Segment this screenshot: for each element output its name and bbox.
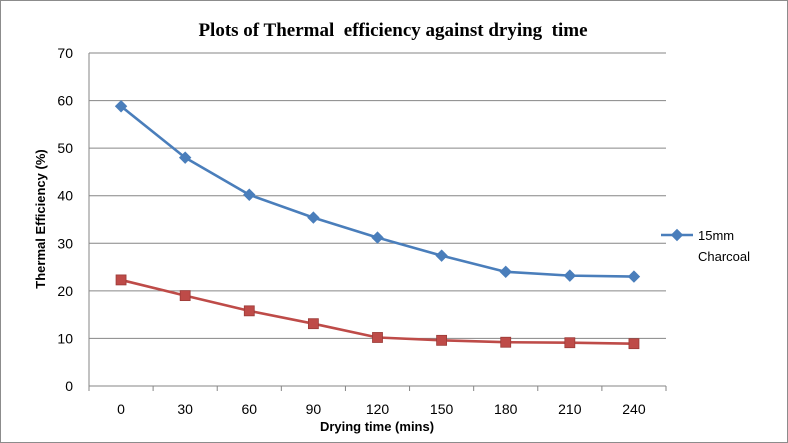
legend-item: 15mm Charcoal — [661, 228, 750, 264]
x-tick-label: 180 — [494, 401, 518, 417]
legend-marker — [670, 228, 684, 242]
x-tick-label: 120 — [366, 401, 390, 417]
x-tick-label: 240 — [622, 401, 646, 417]
y-tick-label: 10 — [57, 330, 73, 346]
y-tick-label: 20 — [57, 283, 73, 299]
data-point — [435, 249, 448, 262]
data-point — [627, 270, 641, 283]
data-point — [371, 231, 384, 244]
data-point — [243, 188, 256, 201]
y-tick-label: 40 — [57, 188, 73, 204]
data-point — [243, 305, 255, 317]
x-tick-label: 60 — [241, 401, 257, 417]
y-tick-label: 0 — [65, 378, 73, 394]
legend-label: 15mm — [698, 228, 734, 243]
data-point — [564, 337, 576, 349]
data-point — [307, 318, 319, 330]
data-point — [114, 100, 128, 113]
data-point — [436, 334, 448, 346]
chart-title: Plots of Thermal efficiency against dryi… — [198, 20, 587, 41]
x-axis-title: Drying time (mins) — [320, 419, 434, 434]
data-point — [179, 290, 191, 302]
x-tick-label: 150 — [430, 401, 454, 417]
legend: 15mm Charcoal — [661, 228, 750, 264]
data-series — [114, 100, 641, 350]
gridlines — [89, 52, 666, 339]
data-point — [115, 274, 127, 286]
legend-label: Charcoal — [698, 249, 750, 264]
data-point — [178, 151, 192, 164]
y-tick-label: 50 — [57, 140, 73, 156]
data-point — [563, 269, 577, 282]
data-point — [628, 338, 640, 350]
series-line — [120, 105, 634, 278]
data-point — [372, 332, 383, 343]
series-1 — [114, 100, 641, 283]
x-tick-label: 30 — [177, 401, 193, 417]
y-tick-label: 30 — [57, 235, 73, 251]
x-tick-label: 90 — [306, 401, 322, 417]
data-point — [499, 265, 512, 279]
y-tick-label: 60 — [57, 93, 73, 109]
series-2 — [115, 274, 640, 350]
y-tick-label: 70 — [57, 45, 73, 61]
y-axis-title: Thermal Efficiency (%) — [33, 149, 48, 288]
x-tick-label: 0 — [117, 401, 125, 417]
data-point — [500, 336, 512, 348]
x-tick-label: 210 — [558, 401, 582, 417]
data-point — [307, 211, 320, 224]
axes: 0 10 20 30 40 50 60 70 0 30 60 90 120 150 180 210 240 — [57, 45, 667, 417]
